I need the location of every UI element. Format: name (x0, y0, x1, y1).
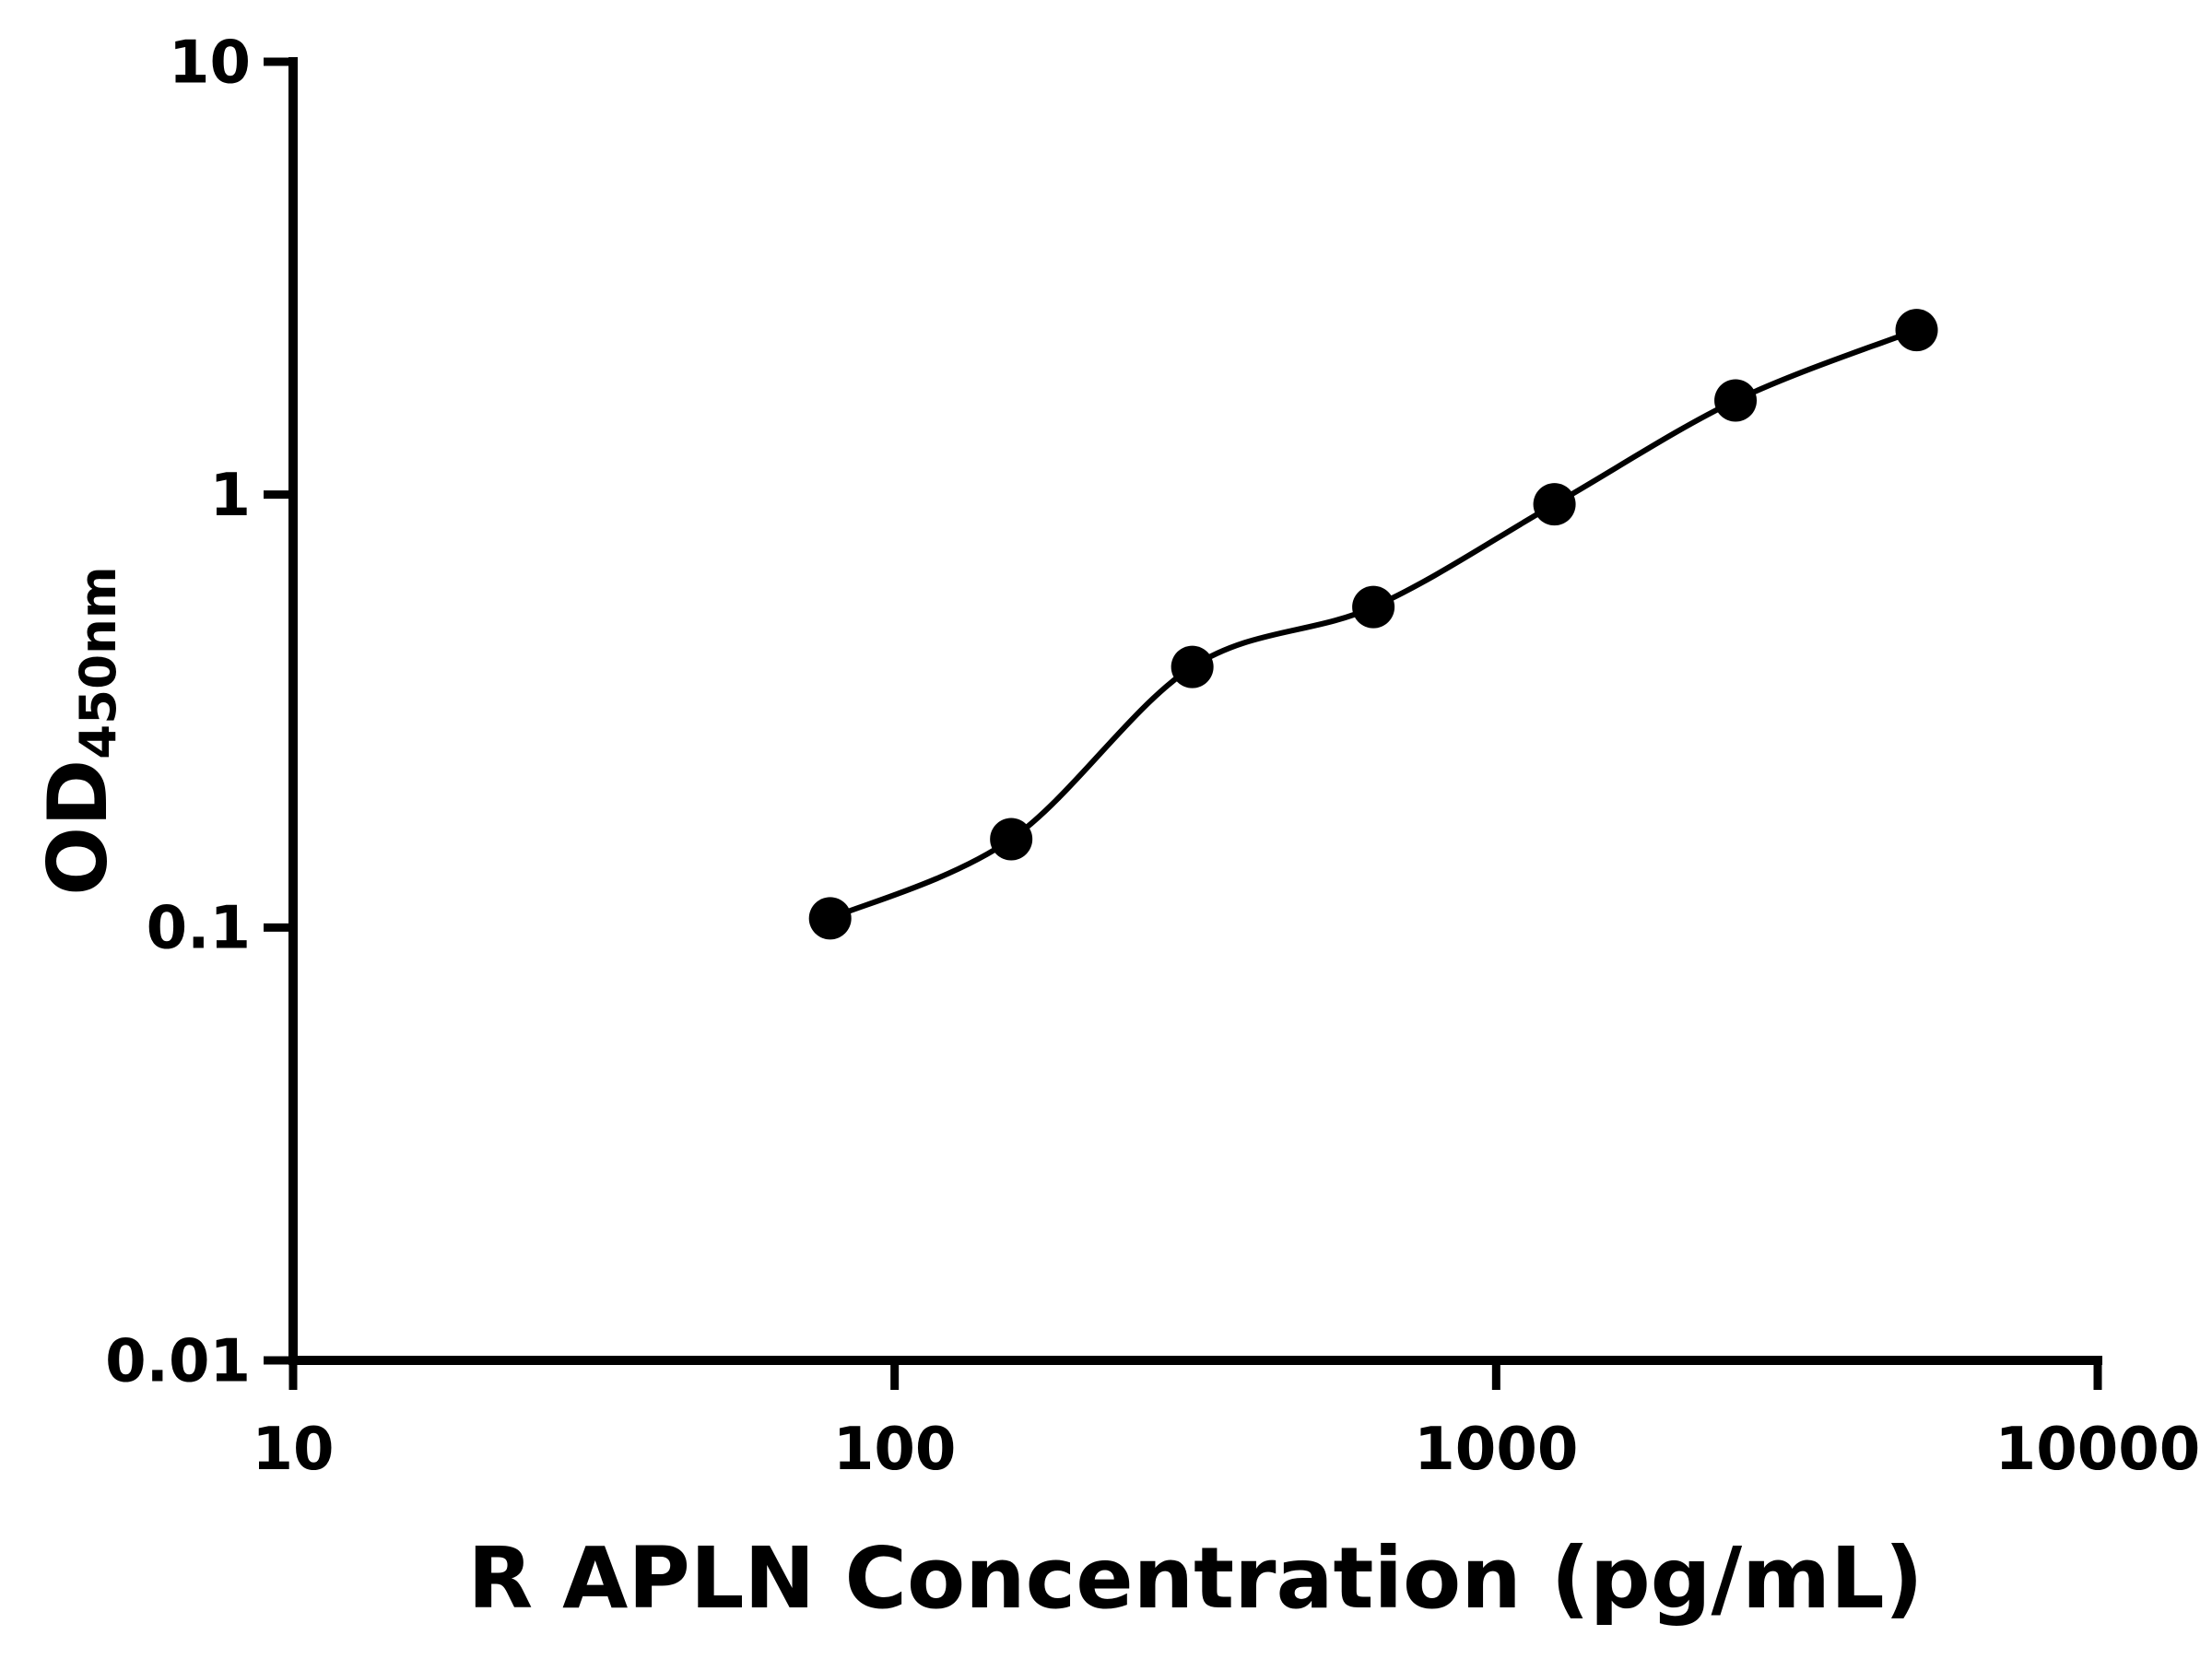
y-axis-title: OD450nm (18, 362, 138, 1100)
x-axis-title: R APLN Concentration (pg/mL) (467, 1529, 1924, 1628)
x-tick-label: 10000 (1995, 1416, 2201, 1484)
x-tick-label: 10 (252, 1416, 334, 1484)
data-point (990, 818, 1033, 861)
data-point (1352, 585, 1395, 629)
data-point (1714, 379, 1758, 422)
data-point (808, 897, 852, 940)
data-point (1533, 483, 1576, 526)
y-tick-label: 0.01 (105, 1327, 251, 1395)
y-tick-label: 10 (169, 29, 251, 97)
x-tick-label: 100 (833, 1416, 957, 1484)
y-axis-title-main: OD (30, 759, 125, 896)
y-tick-label: 1 (209, 462, 251, 530)
y-tick-label: 0.1 (147, 895, 251, 963)
data-point (1895, 309, 1938, 352)
data-point (1171, 645, 1214, 688)
x-tick-label: 1000 (1414, 1416, 1578, 1484)
y-axis-title-sub: 450nm (67, 566, 127, 759)
